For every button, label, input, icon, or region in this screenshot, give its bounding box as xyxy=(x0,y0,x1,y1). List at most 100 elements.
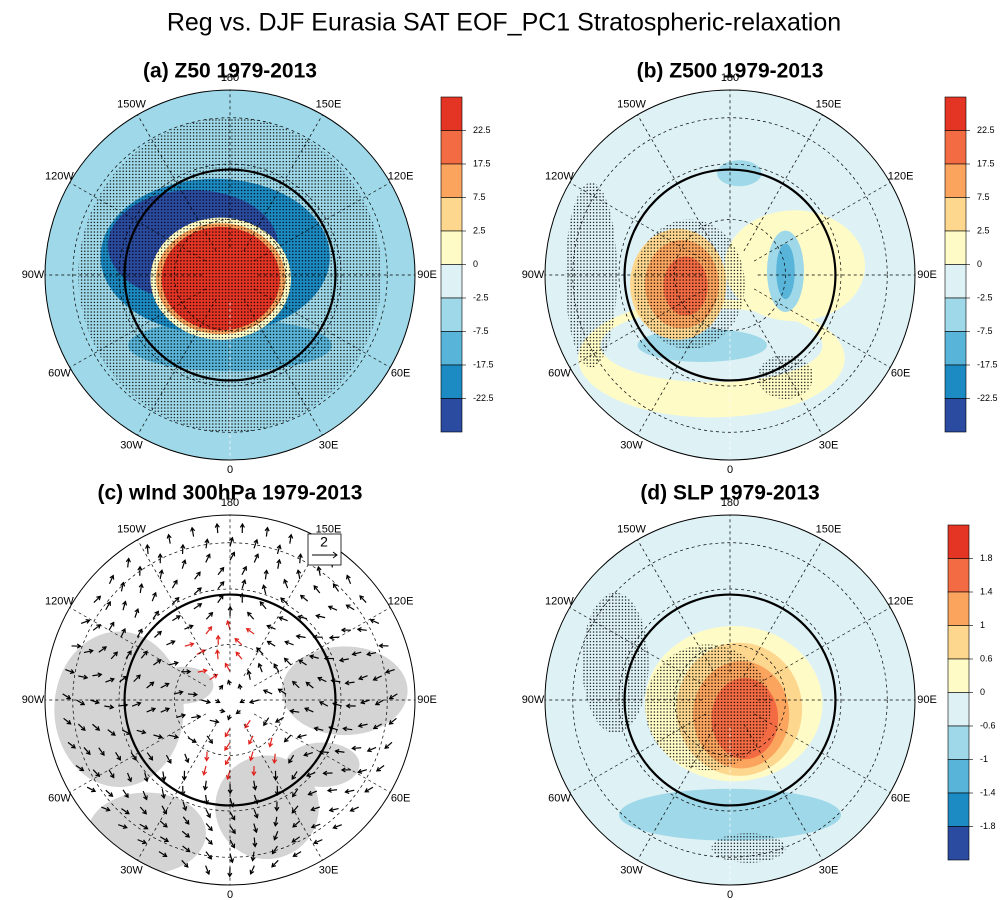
longitude-label: 150E xyxy=(316,98,342,110)
colorbar-box xyxy=(945,131,966,165)
colorbar-label: -1 xyxy=(980,754,988,764)
colorbar-label: -1.4 xyxy=(980,787,996,797)
colorbar-box xyxy=(948,827,969,861)
colorbar-box xyxy=(948,659,969,693)
colorbar-box xyxy=(945,298,966,332)
colorbar-box xyxy=(948,559,969,593)
longitude-label: 120E xyxy=(388,595,414,607)
colorbar-label: -2.5 xyxy=(977,292,993,302)
longitude-label: 60W xyxy=(48,792,71,804)
significance-stipple xyxy=(634,220,745,350)
colorbar-box xyxy=(948,793,969,827)
colorbar-label: 0 xyxy=(977,259,982,269)
longitude-label: 90W xyxy=(22,269,45,281)
colorbar-label: -2.5 xyxy=(473,292,489,302)
longitude-label: 120E xyxy=(388,170,414,182)
longitude-label: 0 xyxy=(227,464,233,476)
longitude-label: 90E xyxy=(417,694,437,706)
longitude-label: 30W xyxy=(620,865,643,877)
map-field xyxy=(545,90,915,460)
longitude-label: 150W xyxy=(617,523,646,535)
longitude-label: 150E xyxy=(816,523,842,535)
longitude-label: 120W xyxy=(45,595,74,607)
colorbar-label: 0 xyxy=(473,259,478,269)
colorbar-box xyxy=(441,399,462,433)
colorbar-box xyxy=(441,332,462,366)
longitude-label: 90E xyxy=(917,269,937,281)
figure: Reg vs. DJF Eurasia SAT EOF_PC1 Stratosp… xyxy=(0,0,1008,900)
colorbar-label: 22.5 xyxy=(977,125,995,135)
longitude-label: 180 xyxy=(721,72,739,84)
colorbar-label: 7.5 xyxy=(473,192,486,202)
figure-title: Reg vs. DJF Eurasia SAT EOF_PC1 Stratosp… xyxy=(167,9,841,37)
longitude-label: 90W xyxy=(22,694,45,706)
colorbar-label: -17.5 xyxy=(977,359,998,369)
colorbar-label: 0.6 xyxy=(980,653,993,663)
longitude-label: 30E xyxy=(819,865,839,877)
colorbar-box xyxy=(948,525,969,559)
map-field xyxy=(45,515,415,885)
longitude-label: 150W xyxy=(617,98,646,110)
colorbar-label: 1 xyxy=(980,620,985,630)
colorbar-label: -22.5 xyxy=(473,393,494,403)
colorbar-label: -0.6 xyxy=(980,720,996,730)
significance-stipple xyxy=(758,355,814,399)
longitude-label: 30W xyxy=(120,440,143,452)
longitude-label: 60E xyxy=(891,792,911,804)
colorbar-box xyxy=(441,131,462,165)
longitude-label: 180 xyxy=(721,497,739,509)
colorbar-box xyxy=(441,164,462,198)
longitude-label: 150W xyxy=(117,98,146,110)
colorbar-box xyxy=(945,231,966,265)
longitude-label: 60E xyxy=(391,367,411,379)
colorbar-box xyxy=(945,265,966,299)
longitude-label: 120W xyxy=(545,170,574,182)
longitude-label: 90W xyxy=(522,269,545,281)
longitude-label: 150W xyxy=(117,523,146,535)
colorbar-label: -22.5 xyxy=(977,393,998,403)
longitude-label: 30E xyxy=(819,440,839,452)
longitude-label: 60E xyxy=(891,367,911,379)
map-field xyxy=(45,90,415,460)
reference-vector-label: 2 xyxy=(320,534,328,550)
colorbar-label: 17.5 xyxy=(473,158,491,168)
colorbar-box xyxy=(948,760,969,794)
longitude-label: 150E xyxy=(816,98,842,110)
longitude-label: 120E xyxy=(888,170,914,182)
longitude-label: 30W xyxy=(120,865,143,877)
polar-map xyxy=(45,90,415,460)
longitude-label: 60W xyxy=(48,367,71,379)
colorbar-box xyxy=(945,332,966,366)
longitude-label: 30E xyxy=(319,865,339,877)
longitude-label: 180 xyxy=(221,72,239,84)
colorbar-label: 17.5 xyxy=(977,158,995,168)
longitude-label: 30W xyxy=(620,440,643,452)
longitude-label: 120W xyxy=(545,595,574,607)
colorbar-label: 22.5 xyxy=(473,125,491,135)
colorbar-box xyxy=(441,231,462,265)
colorbar-label: 2.5 xyxy=(977,225,990,235)
colorbar-box xyxy=(945,198,966,232)
colorbar-label: -17.5 xyxy=(473,359,494,369)
longitude-label: 90W xyxy=(522,694,545,706)
colorbar-label: 1.8 xyxy=(980,553,993,563)
colorbar-box xyxy=(948,626,969,660)
longitude-label: 0 xyxy=(727,464,733,476)
longitude-label: 60W xyxy=(548,792,571,804)
longitude-label: 0 xyxy=(227,889,233,900)
longitude-label: 30E xyxy=(319,440,339,452)
polar-map xyxy=(45,515,415,885)
colorbar-label: -7.5 xyxy=(473,326,489,336)
significance-stipple xyxy=(712,833,786,863)
colorbar-box xyxy=(441,97,462,131)
significance-stipple xyxy=(645,645,771,771)
polar-map xyxy=(545,90,915,460)
colorbar-label: -7.5 xyxy=(977,326,993,336)
colorbar-box xyxy=(441,198,462,232)
colorbar-label: 0 xyxy=(980,687,985,697)
longitude-label: 0 xyxy=(727,889,733,900)
longitude-label: 60E xyxy=(391,792,411,804)
colorbar-box xyxy=(945,164,966,198)
significance-stipple xyxy=(582,593,649,734)
longitude-label: 90E xyxy=(417,269,437,281)
